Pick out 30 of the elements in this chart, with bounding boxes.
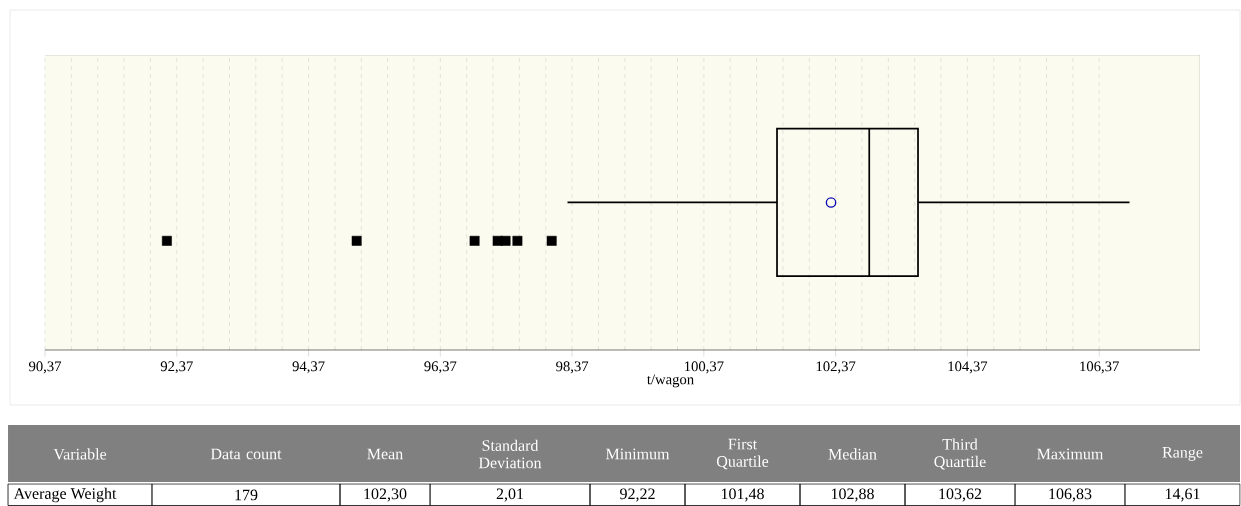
text: 101,48 [721, 488, 764, 502]
text: Average Weight [13, 487, 117, 503]
category-label: Mean [367, 448, 403, 460]
text: 92,22 [620, 488, 655, 502]
x-tick-label: 104,37 [948, 361, 988, 374]
x-tick-label: 106,37 [1080, 361, 1119, 374]
category-label: Minimum [605, 448, 670, 460]
x-tick-label: 90,37 [29, 361, 62, 374]
x-tick-label: 92,37 [160, 361, 193, 374]
x-tick-label: 100,37 [685, 361, 724, 374]
x-axis-title: t/wagon [647, 374, 694, 388]
category-label: Third Quartile [934, 438, 986, 470]
text: 14,61 [1165, 488, 1200, 502]
x-tick-label: 94,37 [292, 361, 325, 374]
category-label: Range [1162, 447, 1203, 461]
x-tick-label: 98,37 [556, 361, 589, 374]
text: 103,62 [939, 488, 982, 502]
x-tick-label: 96,37 [424, 361, 457, 374]
text: 179 [235, 489, 258, 501]
text: 106,83 [1049, 488, 1092, 502]
category-label: Standard Deviation [478, 439, 542, 469]
text: 102,88 [831, 488, 874, 502]
text: 102,30 [364, 488, 407, 502]
category-label: Maximum [1037, 448, 1104, 460]
category-label: Data count [210, 448, 282, 460]
category-label: First Quartile [716, 438, 769, 470]
category-label: Variable [53, 448, 107, 460]
category-label: Median [828, 448, 877, 460]
text: 2,01 [496, 488, 524, 502]
x-tick-label: 102,37 [816, 361, 856, 374]
